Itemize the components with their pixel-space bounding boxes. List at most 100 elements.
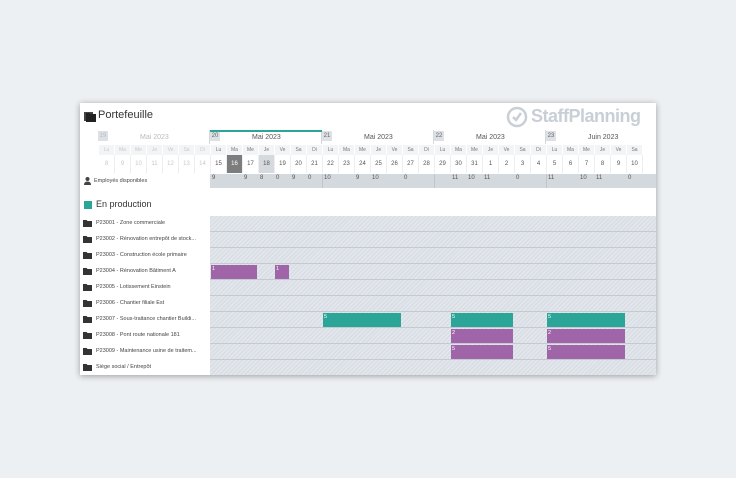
day-name-cell: Me xyxy=(355,145,371,155)
available-employees-label: Employés disponibles xyxy=(94,178,148,184)
availability-value: 11 xyxy=(484,175,491,181)
date-cell[interactable]: 22 xyxy=(323,155,339,173)
date-cell[interactable]: 29 xyxy=(435,155,451,173)
row-divider xyxy=(210,359,656,360)
date-cell[interactable]: 23 xyxy=(339,155,355,173)
row-divider xyxy=(210,311,656,312)
date-cell[interactable]: 30 xyxy=(451,155,467,173)
date-cell[interactable]: 13 xyxy=(179,155,195,173)
section-label: En production xyxy=(96,199,152,209)
week-separator xyxy=(545,130,546,144)
date-cell[interactable]: 15 xyxy=(211,155,227,173)
date-cell[interactable]: 3 xyxy=(515,155,531,173)
date-cell[interactable]: 27 xyxy=(403,155,419,173)
date-cell[interactable]: 10 xyxy=(131,155,147,173)
assignment-count: 5 xyxy=(548,346,552,352)
date-cell[interactable]: 5 xyxy=(547,155,563,173)
date-cell[interactable]: 1 xyxy=(483,155,499,173)
project-row[interactable]: P23001 - Zone commerciale xyxy=(80,216,210,232)
date-cell[interactable]: 7 xyxy=(579,155,595,173)
availability-value: 11 xyxy=(596,175,603,181)
date-cell[interactable]: 18 xyxy=(259,155,275,173)
availability-value: 0 xyxy=(516,175,520,181)
row-divider xyxy=(210,343,656,344)
assignment-bar[interactable]: 5 xyxy=(451,313,513,327)
assignment-bar[interactable]: 5 xyxy=(323,313,401,327)
portfolio-card: Portefeuille StaffPlanning 19 Mai 2023 20 M… xyxy=(80,103,656,375)
date-cell[interactable]: 12 xyxy=(163,155,179,173)
project-label: P23006 - Chantier filiale Est xyxy=(96,300,165,306)
row-divider xyxy=(210,231,656,232)
date-cell[interactable]: 20 xyxy=(291,155,307,173)
project-row[interactable]: P23002 - Rénovation entrepôt de stock... xyxy=(80,232,210,248)
day-name-cell: Ma xyxy=(227,145,243,155)
week-separator xyxy=(209,130,210,144)
assignment-bar[interactable]: 1 xyxy=(275,265,289,279)
assignment-count: 5 xyxy=(452,314,456,320)
availability-value: 0 xyxy=(308,175,312,181)
project-row[interactable]: Siège social / Entrepôt xyxy=(80,360,210,375)
row-divider xyxy=(210,327,656,328)
date-cell[interactable]: 17 xyxy=(243,155,259,173)
availability-value: 11 xyxy=(452,175,459,181)
day-name-cell: Ma xyxy=(563,145,579,155)
project-row[interactable]: P23008 - Pont route nationale 181 xyxy=(80,328,210,344)
current-week-accent xyxy=(210,130,322,132)
project-label: P23005 - Lotissement Einstein xyxy=(96,284,171,290)
assignment-bar[interactable]: 5 xyxy=(547,345,625,359)
folder-icon xyxy=(83,284,92,291)
date-cell[interactable]: 9 xyxy=(115,155,131,173)
date-cell[interactable]: 24 xyxy=(355,155,371,173)
project-row[interactable]: P23006 - Chantier filiale Est xyxy=(80,296,210,312)
assignment-bar[interactable]: 2 xyxy=(451,329,513,343)
date-cell[interactable]: 31 xyxy=(467,155,483,173)
date-cell[interactable]: 25 xyxy=(371,155,387,173)
date-cell[interactable]: 10 xyxy=(627,155,643,173)
date-cell[interactable]: 11 xyxy=(147,155,163,173)
project-label: P23003 - Construction école primaire xyxy=(96,252,187,258)
section-en-production[interactable]: En production xyxy=(80,199,210,213)
date-cell[interactable]: 16 xyxy=(227,155,243,173)
assignment-count: 2 xyxy=(548,330,552,336)
project-row[interactable]: P23007 - Sous-traitance chantier Buildi.… xyxy=(80,312,210,328)
day-name-cell: Ve xyxy=(611,145,627,155)
project-row[interactable]: P23005 - Lotissement Einstein xyxy=(80,280,210,296)
date-cell[interactable]: 28 xyxy=(419,155,435,173)
day-name-cell: Me xyxy=(131,145,147,155)
person-icon xyxy=(84,177,91,185)
week-number: 22 xyxy=(434,131,444,141)
folder-icon xyxy=(83,252,92,259)
date-cell[interactable]: 4 xyxy=(531,155,547,173)
date-cell[interactable]: 9 xyxy=(611,155,627,173)
availability-value: 10 xyxy=(324,175,331,181)
project-label: P23004 - Rénovation Bâtiment A xyxy=(96,268,176,274)
assignment-bar[interactable]: 2 xyxy=(547,329,625,343)
day-name-cell: Di xyxy=(419,145,435,155)
date-cell[interactable]: 26 xyxy=(387,155,403,173)
folder-icon xyxy=(83,300,92,307)
folder-icon xyxy=(83,364,92,371)
date-cell[interactable]: 2 xyxy=(499,155,515,173)
folder-icon xyxy=(83,236,92,243)
project-label: Siège social / Entrepôt xyxy=(96,364,152,370)
project-row[interactable]: P23004 - Rénovation Bâtiment A xyxy=(80,264,210,280)
availability-week-separator xyxy=(322,174,323,188)
day-name-cell: Ma xyxy=(339,145,355,155)
date-cell[interactable]: 8 xyxy=(595,155,611,173)
project-row[interactable]: P23009 - Maintenance usine de traitem... xyxy=(80,344,210,360)
assignment-bar[interactable]: 1 xyxy=(211,265,257,279)
availability-value: 10 xyxy=(580,175,587,181)
date-cell[interactable]: 6 xyxy=(563,155,579,173)
project-row[interactable]: P23003 - Construction école primaire xyxy=(80,248,210,264)
day-name-cell: Sa xyxy=(403,145,419,155)
week-separator xyxy=(321,130,322,144)
date-cell[interactable]: 19 xyxy=(275,155,291,173)
assignment-bar[interactable]: 5 xyxy=(451,345,513,359)
assignment-count: 2 xyxy=(452,330,456,336)
assignment-bar[interactable]: 5 xyxy=(547,313,625,327)
date-cell[interactable]: 14 xyxy=(195,155,211,173)
date-cell[interactable]: 21 xyxy=(307,155,323,173)
date-cell[interactable]: 8 xyxy=(99,155,115,173)
availability-value: 11 xyxy=(548,175,555,181)
week-number: 19 xyxy=(98,131,108,141)
